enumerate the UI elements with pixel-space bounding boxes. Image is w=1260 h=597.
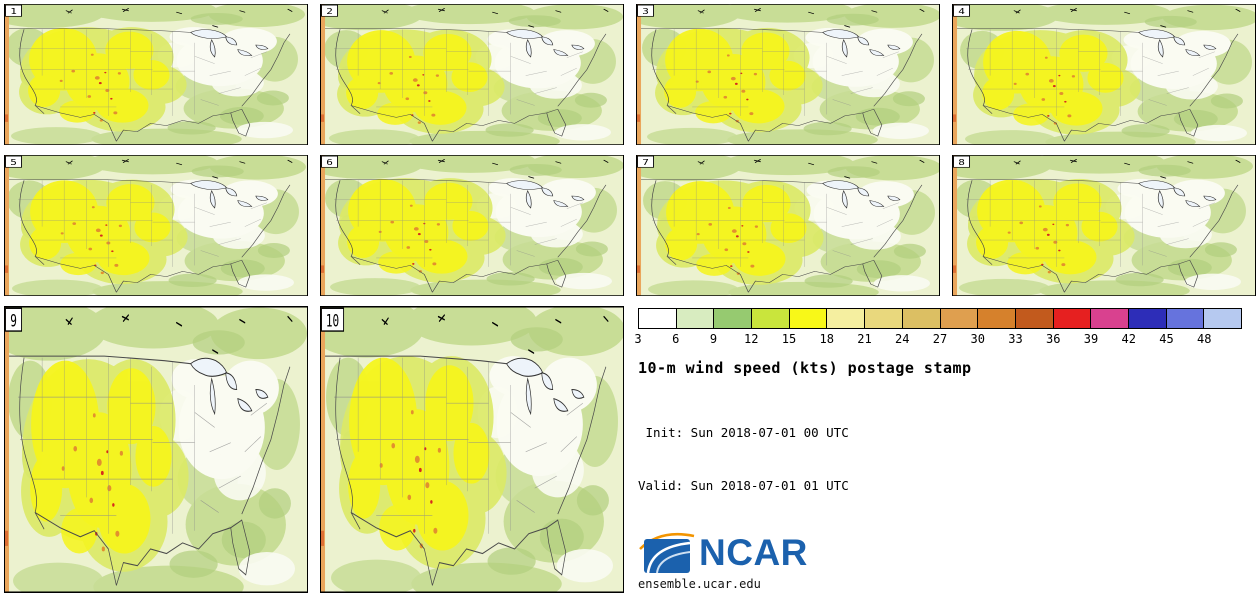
wind-speed-map: 6	[320, 155, 624, 296]
panel-number: 1	[10, 7, 17, 16]
wind-speed-map: 4	[952, 4, 1256, 145]
colorbar-segment	[751, 309, 789, 328]
panel-number: 8	[958, 158, 965, 167]
wind-speed-map: 3	[636, 4, 940, 145]
colorbar-tick: 15	[781, 332, 797, 346]
time-info: Init: Sun 2018-07-01 00 UTC Valid: Sun 2…	[638, 389, 1242, 529]
colorbar-segment	[977, 309, 1015, 328]
colorbar-segment	[939, 309, 978, 328]
colorbar-segment	[1052, 309, 1091, 328]
colorbar-tick: 21	[857, 332, 872, 346]
colorbar-segment	[788, 309, 827, 328]
colorbar-tick: 33	[1008, 332, 1023, 346]
colorbar-segment	[1014, 309, 1053, 328]
colorbar-segment	[826, 309, 865, 328]
colorbar-segment	[1165, 309, 1204, 328]
colorbar-tick: 6	[672, 332, 680, 346]
forecast-panel-1: 1	[4, 4, 308, 145]
colorbar-tick: 45	[1159, 332, 1174, 346]
figure-title: 10-m wind speed (kts) postage stamp	[638, 359, 972, 377]
colorbar-tick: 24	[895, 332, 910, 346]
colorbar-segment	[901, 309, 940, 328]
panel-number: 10	[326, 312, 339, 331]
legend-block: 3 6 9 12 15 18 21 24 27 30 33 36 39 42 45 48 10-m wind …	[634, 306, 1256, 593]
wind-speed-map: 9	[4, 306, 308, 593]
wind-speed-map: 8	[952, 155, 1256, 296]
colorbar-tick: 9	[709, 332, 718, 346]
panel-number: 6	[326, 158, 333, 167]
panel-number: 9	[10, 312, 17, 331]
forecast-panel-2: 2	[320, 4, 624, 145]
panel-number: 5	[10, 158, 17, 167]
colorbar-tick: 12	[744, 332, 759, 346]
colorbar-tick: 18	[819, 332, 834, 346]
colorbar-segment	[1090, 309, 1128, 328]
ncar-logo-text: NCAR	[699, 531, 808, 573]
forecast-panel-4: 4	[952, 4, 1256, 145]
wind-speed-map: 7	[636, 155, 940, 296]
colorbar-tick: 3	[634, 332, 642, 346]
panel-number: 3	[642, 7, 649, 16]
colorbar-segment	[864, 309, 902, 328]
wind-speed-map: 5	[4, 155, 308, 296]
wind-speed-map: 2	[320, 4, 624, 145]
colorbar-tick: 30	[970, 332, 985, 346]
forecast-panel-7: 7	[636, 155, 940, 296]
forecast-panel-8: 8	[952, 155, 1256, 296]
colorbar-segment	[639, 309, 676, 328]
init-time: Init: Sun 2018-07-01 00 UTC	[638, 425, 849, 440]
colorbar-tick: 48	[1197, 332, 1212, 346]
colorbar: 3 6 9 12 15 18 21 24 27 30 33 36 39 42 45 48	[634, 308, 1242, 347]
panel-number: 2	[326, 7, 333, 16]
colorbar-tick: 42	[1121, 332, 1136, 346]
colorbar-ticks: 3 6 9 12 15 18 21 24 27 30 33 36 39 42 45 48	[634, 332, 1242, 347]
panel-number: 7	[642, 158, 649, 167]
forecast-panel-3: 3	[636, 4, 940, 145]
forecast-panel-6: 6	[320, 155, 624, 296]
colorbar-tick: 36	[1046, 332, 1061, 346]
colorbar-tick: 27	[932, 332, 948, 346]
colorbar-tick: 39	[1083, 332, 1099, 346]
colorbar-segment	[1127, 309, 1166, 328]
ncar-logo: NCAR	[638, 529, 1242, 575]
forecast-panel-10: 10	[320, 306, 624, 593]
wind-speed-map: 10	[320, 306, 624, 593]
forecast-panel-5: 5	[4, 155, 308, 296]
valid-time: Valid: Sun 2018-07-01 01 UTC	[638, 477, 849, 493]
ncar-logo-mark	[639, 532, 695, 574]
colorbar-segment	[713, 309, 752, 328]
colorbar-segments	[638, 308, 1242, 329]
forecast-panel-9: 9	[4, 306, 308, 593]
colorbar-segment	[1203, 309, 1241, 328]
wind-speed-map: 1	[4, 4, 308, 145]
panel-number: 4	[958, 7, 965, 16]
site-url: ensemble.ucar.edu	[638, 577, 761, 591]
colorbar-segment	[675, 309, 714, 328]
